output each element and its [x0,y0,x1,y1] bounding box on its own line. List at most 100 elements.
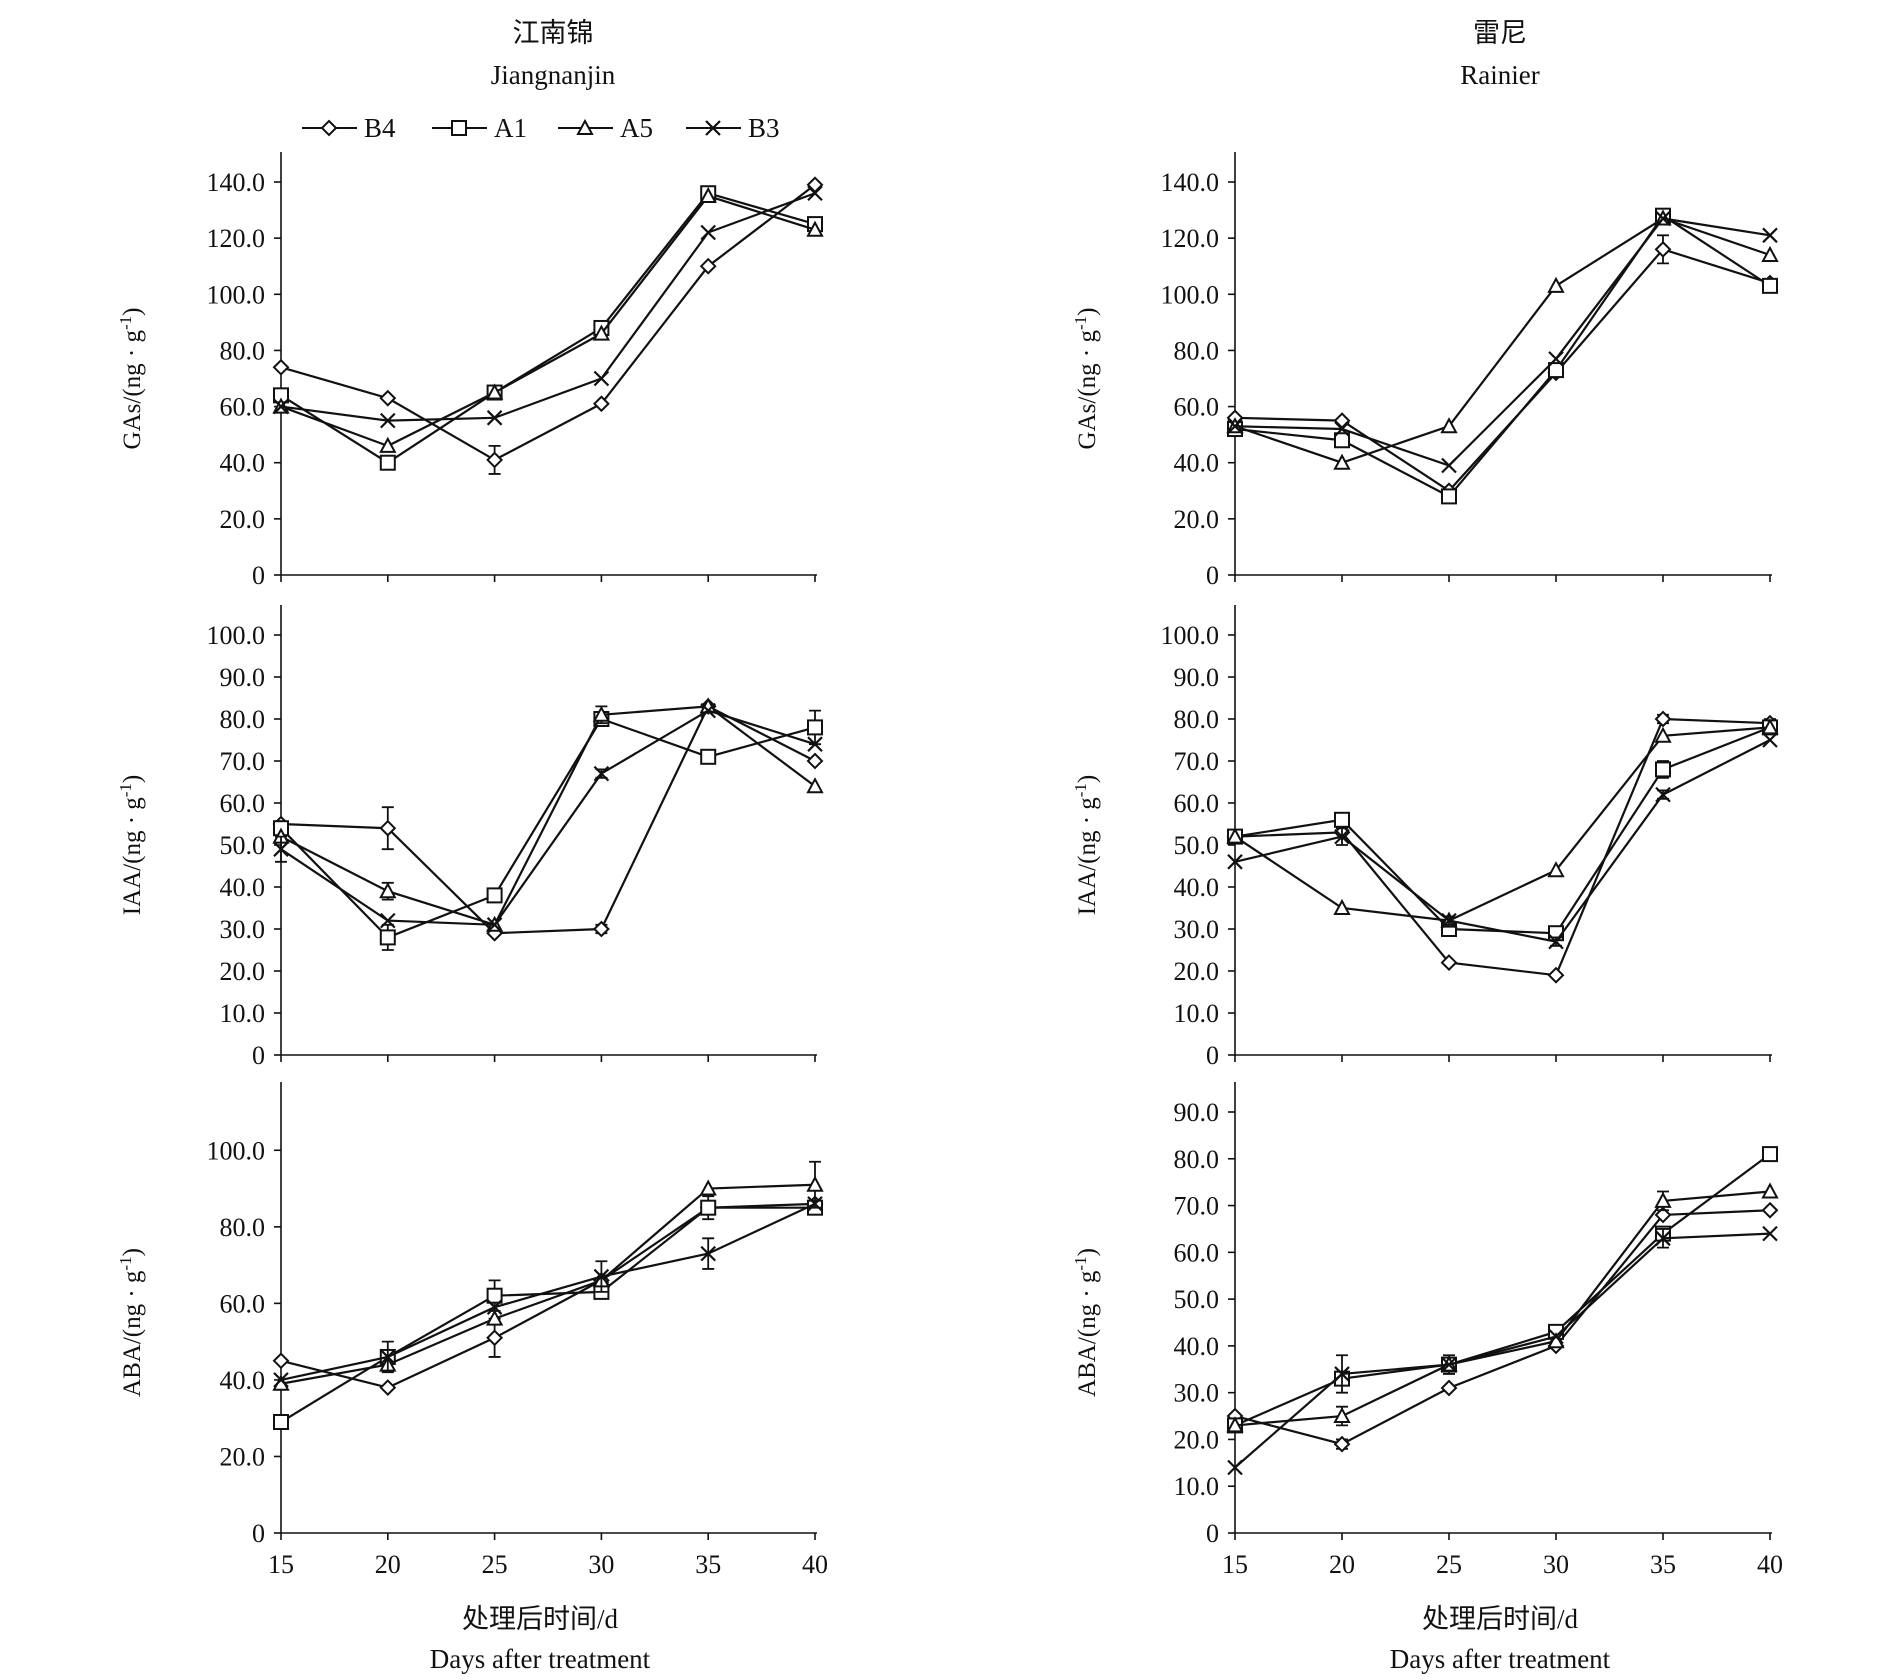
y-tick-label: 10.0 [1174,999,1220,1028]
x-tick-label: 20 [375,1550,401,1579]
legend-marker-B3 [705,120,721,136]
data-point-B3 [1762,732,1778,748]
panel-Jiangnanjin-ABA: 0 20.0 40.0 60.0 80.0 100.0 15 20 25 30 35 40 ABA/(n… [116,1082,828,1579]
y-axis-title: ABA/(ng · g-1) [116,1248,146,1397]
data-point-B3 [700,1245,716,1262]
y-tick-label: 0 [1206,561,1219,590]
data-point-B3 [1334,1366,1350,1382]
data-point-A1 [273,1414,289,1431]
data-point-B3 [1548,351,1564,367]
data-point-B4 [1440,1379,1458,1397]
x-tick-label: 30 [588,1550,614,1579]
right-xtitle-en: Days after treatment [1390,1644,1611,1674]
series-B3 [1227,210,1778,474]
data-point-A5 [592,705,611,722]
y-tick-label: 80.0 [220,1213,266,1242]
data-point-A5 [699,186,717,204]
y-tick-label: 70.0 [1174,747,1220,776]
series-line-A5 [1234,217,1771,464]
data-point-B3 [1548,1328,1564,1345]
data-point-B3 [1762,1225,1778,1242]
series-B4 [1226,710,1779,984]
x-tick-label: 40 [802,1550,828,1579]
data-point-B4 [486,451,504,469]
y-tick-label: 50.0 [1174,831,1220,860]
y-tick-label: 80.0 [220,705,266,734]
data-point-B3 [380,912,396,929]
data-point-A5 [1333,898,1351,915]
left-xtitle-cn: 处理后时间/d [462,1604,619,1634]
y-tick-label: 100.0 [1161,621,1220,650]
panels: 0 20.0 40.0 60.0 80.0 100.0 120.0 140.0 GAs/(ng … [116,152,1783,1579]
right-xtitle-cn: 处理后时间/d [1422,1604,1579,1634]
data-point-B4 [1654,1206,1672,1224]
data-point-B3 [1548,933,1564,950]
y-tick-label: 20.0 [220,505,266,534]
y-tick-label: 80.0 [1174,1145,1220,1174]
data-point-B3 [1441,457,1457,474]
data-point-A1 [486,1287,503,1304]
data-point-B3 [1334,828,1350,845]
data-point-B4 [1654,710,1672,728]
data-point-A5 [485,1309,504,1326]
y-tick-label: 50.0 [220,831,266,860]
y-tick-label: 40.0 [1174,449,1220,478]
y-tick-label: 80.0 [1174,705,1220,734]
data-point-A1 [700,748,717,765]
data-point-B3 [1655,1230,1671,1247]
y-tick-label: 20.0 [220,1442,266,1471]
y-tick-label: 100.0 [1161,280,1220,309]
series-B3 [273,702,823,933]
data-point-B3 [273,398,289,415]
x-tick-label: 40 [1757,1550,1783,1579]
y-tick-label: 0 [252,1041,265,1070]
data-point-B3 [1334,421,1350,437]
series-line-A5 [1234,1190,1771,1427]
data-point-B3 [1227,418,1243,434]
data-point-A5 [1226,1416,1244,1433]
y-tick-label: 30.0 [220,915,266,944]
y-tick-label: 100.0 [207,280,266,309]
y-tick-label: 0 [1206,1519,1219,1548]
series-B3 [1227,732,1778,950]
data-point-A5 [1654,726,1672,743]
data-point-B3 [486,1299,503,1315]
series-A1 [1227,719,1778,942]
y-tick-label: 0 [1206,1041,1219,1070]
left-title-en: Jiangnanjin [491,60,616,90]
series-A5 [272,697,824,932]
data-point-A1 [1762,1146,1778,1163]
legend: B4 A1 A5 B3 [302,113,780,143]
data-point-A1 [1334,811,1350,828]
data-point-A5 [806,220,824,237]
data-point-A5 [1761,245,1779,262]
data-point-B4 [272,1352,290,1370]
legend-label-B4: B4 [364,113,396,143]
data-point-A5 [806,1175,824,1192]
series-B4 [272,1195,824,1396]
series-A1 [1227,207,1778,505]
series-B4 [272,176,824,475]
series-line-B3 [1234,1232,1771,1469]
series-line-B4 [280,183,816,462]
data-point-B3 [700,702,716,719]
series-line-A5 [1234,726,1771,922]
series-A1 [273,185,823,471]
y-tick-label: 0 [252,1519,265,1548]
series-line-B4 [280,1202,816,1389]
data-point-B3 [273,841,289,857]
series-A5 [272,1160,824,1391]
data-point-A5 [1333,453,1351,470]
series-line-A1 [280,1206,815,1423]
series-line-B3 [280,192,816,422]
data-point-B3 [380,412,396,429]
y-tick-label: 60.0 [1174,789,1220,818]
data-point-A5 [806,777,824,794]
data-point-B3 [807,1196,823,1212]
data-point-A5 [592,324,611,341]
data-point-B4 [1440,954,1458,972]
y-tick-label: 20.0 [1174,1425,1220,1454]
data-point-B3 [486,917,503,933]
y-tick-label: 60.0 [220,393,266,422]
